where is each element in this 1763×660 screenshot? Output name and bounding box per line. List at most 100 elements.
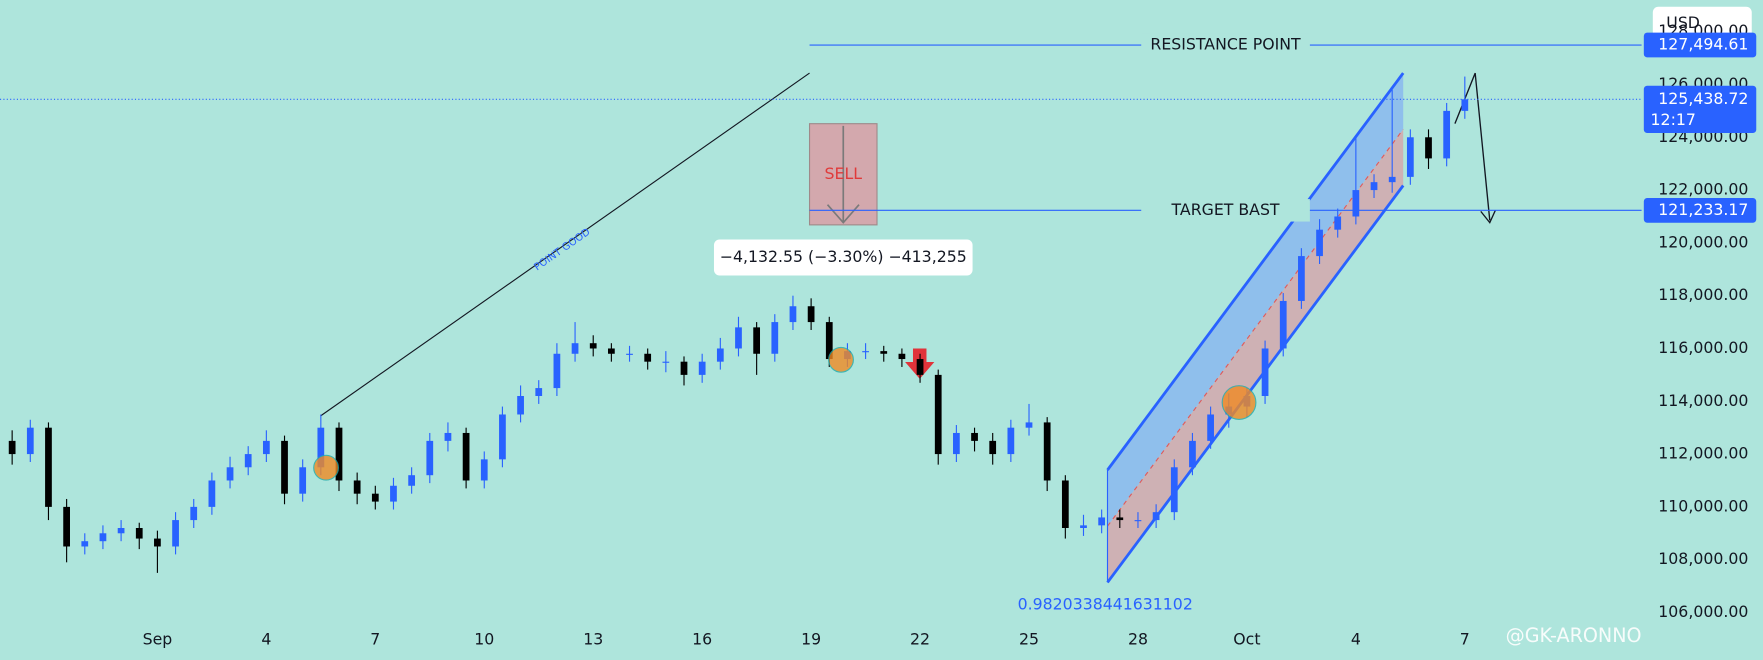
candle-body [644,353,652,362]
level-label: TARGET BAST [1171,200,1280,219]
candle-body [825,322,833,360]
candle-body [244,454,252,468]
level-price-box [1643,32,1757,58]
level-price: 121,233.17 [1658,200,1748,219]
level-label-bg [1141,33,1310,57]
candle-body [1043,422,1051,481]
x-tick-label: 10 [474,629,494,648]
candle-body [1261,348,1269,396]
marker [1221,385,1257,420]
candle-body [880,351,888,354]
candle-body [1461,99,1469,111]
y-tick-label: 108,000.00 [1658,549,1748,568]
candle-body [1116,517,1124,521]
candle-body [462,432,470,481]
candle-body [771,322,779,354]
candle-body [716,348,724,362]
candle-body [81,541,89,547]
level-label: RESISTANCE POINT [1150,35,1301,54]
x-tick-label: 25 [1019,629,1039,648]
channel-upper [1107,73,1404,527]
candle-body [1298,256,1305,301]
candle-body [390,485,397,502]
candle-body [335,427,343,481]
candle-body [535,388,543,396]
candle-body [1080,525,1087,528]
candle-body [971,432,978,441]
x-tick-label: 4 [261,629,271,648]
last-price-box [1643,85,1757,134]
y-tick-label: 112,000.00 [1658,444,1748,463]
candle-body [553,353,561,389]
candle-body [1152,512,1160,521]
y-tick-label: 106,000.00 [1658,602,1748,621]
candle-body [953,432,960,455]
candle-body [226,467,234,481]
candle-body [317,427,325,468]
countdown: 12:17 [1651,110,1696,129]
candle-body [371,493,379,502]
x-tick-label: Sep [143,629,173,648]
channel-top [1106,72,1405,471]
sell-label: SELL [825,164,863,183]
candle-body [1279,300,1287,349]
candle-body [1406,137,1414,177]
candle-body [208,480,216,507]
candle-body [1388,176,1396,183]
level-label-bg [1141,199,1310,222]
candle-body [408,475,416,486]
candle-body [1352,190,1360,217]
x-tick-label: 7 [370,629,380,648]
measure-box [713,239,973,276]
candle-body [190,506,198,521]
candle-body [662,361,670,363]
candles [8,76,1469,573]
currency-button[interactable] [1652,6,1752,41]
y-tick-label: 122,000.00 [1658,180,1748,199]
y-tick-label: 110,000.00 [1658,496,1748,515]
channel-ratio: 0.9820338441631102 [1018,594,1193,613]
last-price: 125,438.72 [1658,89,1748,108]
candle-body [626,353,633,355]
y-tick-label: 118,000.00 [1658,285,1748,304]
candle-body [45,427,52,507]
candle-body [499,414,506,460]
candle-body [1425,137,1432,159]
candle-body [172,520,179,547]
x-tick-label: 19 [801,629,821,648]
candle-body [862,351,869,353]
candle-body [1370,182,1378,191]
channel-lower [1107,129,1404,583]
y-tick-label: 120,000.00 [1658,232,1748,251]
candle-body [1170,467,1178,513]
candle-body [680,361,688,375]
candle-body [989,440,997,455]
x-tick-label: 7 [1460,629,1470,648]
trend-line [320,72,810,417]
candle-body [789,306,797,323]
x-tick-label: 4 [1351,629,1361,648]
candle-body [480,459,488,481]
level-price: 127,494.61 [1658,35,1748,54]
marker [828,346,854,373]
candle-body [1098,517,1106,526]
currency-label: USD [1666,13,1700,32]
candle-body [353,480,361,494]
candle-body [8,440,16,455]
channel-mid [1107,128,1404,527]
projection-head [1480,209,1497,224]
candle-body [517,396,524,415]
candle-body [807,306,815,323]
x-tick-label: 13 [583,629,603,648]
marker [313,454,339,481]
candle-body [1443,110,1451,159]
candle-body [299,467,307,494]
candle-body [1025,422,1033,428]
candle-body [1134,520,1142,522]
candle-body [571,343,579,354]
candle-body [916,359,924,375]
x-tick-label: 28 [1128,629,1148,648]
candle-body [698,361,706,375]
candle-body [281,440,288,494]
